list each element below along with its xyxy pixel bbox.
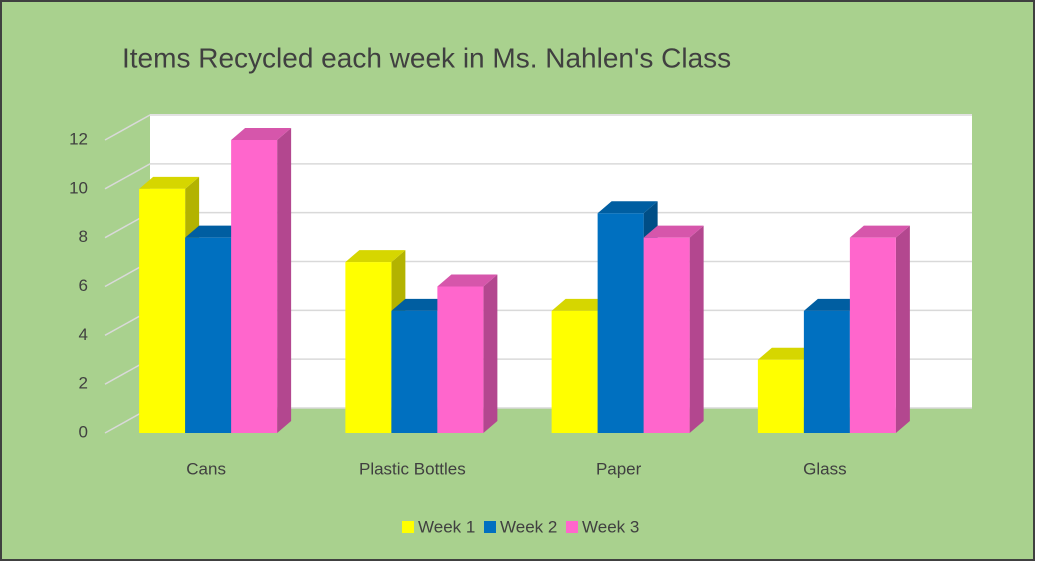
bar <box>185 237 232 433</box>
grid-line <box>104 163 972 190</box>
bar <box>231 140 278 433</box>
bar-top <box>391 298 452 311</box>
x-tick-label: Glass <box>803 459 846 478</box>
bar-top <box>139 176 200 189</box>
legend-label: Week 2 <box>500 517 557 536</box>
bar-side <box>689 225 704 433</box>
y-tick-label: 4 <box>79 325 88 344</box>
y-tick-label: 6 <box>79 276 88 295</box>
bar-top <box>849 225 910 238</box>
legend-swatch <box>566 521 578 533</box>
legend-swatch <box>484 521 496 533</box>
chart-title: Items Recycled each week in Ms. Nahlen's… <box>122 42 731 73</box>
bar <box>597 213 644 433</box>
bar <box>643 237 690 433</box>
bar <box>391 310 438 433</box>
bar <box>803 310 850 433</box>
bar <box>757 359 804 433</box>
bar-top <box>231 128 292 140</box>
bar-top <box>551 298 612 311</box>
bar-top <box>643 225 704 238</box>
x-tick-label: Plastic Bottles <box>359 459 466 478</box>
bar <box>849 237 896 433</box>
bar-top <box>345 250 406 263</box>
bar-top <box>757 347 818 360</box>
grid-line <box>104 114 972 141</box>
bar-top <box>597 201 658 214</box>
y-tick-label: 0 <box>79 422 88 441</box>
y-tick-label: 8 <box>79 227 88 246</box>
x-tick-label: Paper <box>596 459 642 478</box>
bar-top <box>437 274 498 287</box>
bar <box>139 188 186 433</box>
y-tick-label: 10 <box>69 178 88 197</box>
y-tick-label: 2 <box>79 374 88 393</box>
bar <box>437 286 484 433</box>
bar <box>345 262 392 433</box>
bar-top <box>803 298 864 311</box>
bar-side <box>895 225 910 433</box>
legend-swatch <box>402 521 414 533</box>
bar <box>551 310 598 433</box>
x-tick-label: Cans <box>186 459 226 478</box>
legend-label: Week 1 <box>418 517 475 536</box>
bar-side <box>277 128 292 433</box>
bar-top <box>185 225 246 238</box>
y-tick-label: 12 <box>69 129 88 148</box>
legend-label: Week 3 <box>582 517 639 536</box>
bar-side <box>483 274 498 433</box>
